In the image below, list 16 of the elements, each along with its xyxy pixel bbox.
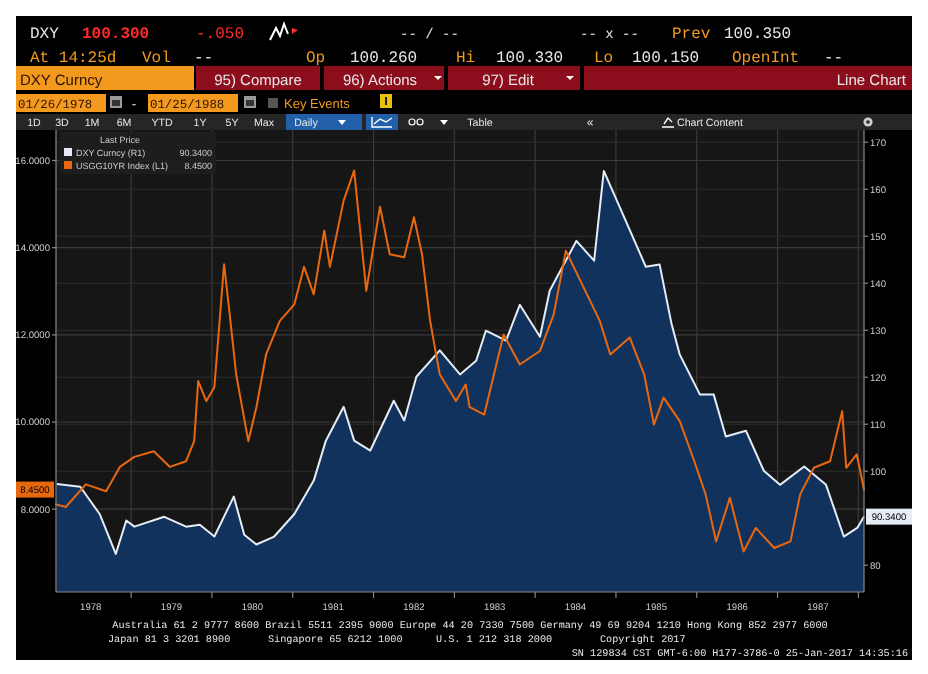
text: Vol [142, 50, 172, 68]
text: Prev [672, 26, 711, 44]
text: 100.300 [82, 26, 150, 44]
text: DXY [30, 26, 60, 44]
text: Hi [456, 50, 476, 68]
text: Lo [594, 50, 614, 68]
text: 100.260 [350, 50, 418, 68]
text: 100.330 [496, 50, 564, 68]
text: -- [824, 50, 844, 68]
text: 100.350 [724, 26, 792, 44]
text: Op [306, 50, 326, 68]
text: 100.150 [632, 50, 700, 68]
text: -- [194, 50, 214, 68]
text: OpenInt [732, 50, 800, 68]
text: At 14:25d [30, 50, 117, 68]
text: -.050 [196, 26, 245, 44]
